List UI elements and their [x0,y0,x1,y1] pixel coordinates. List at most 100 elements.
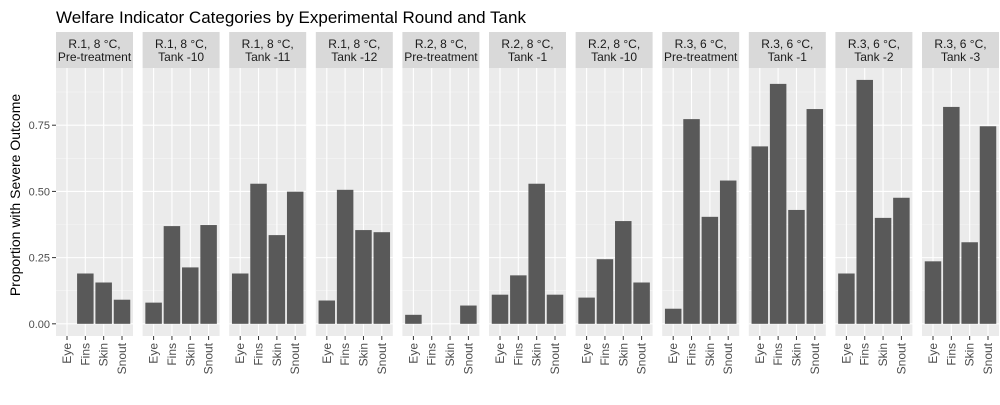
bar-fins [856,79,873,324]
bar-snout [719,180,737,324]
facet-strip-label: R.2, 8 °C, [588,37,640,51]
facet-strip [922,32,999,68]
bar-skin [268,235,286,324]
x-tick-label: Eye [60,343,74,364]
facet-strip [56,32,133,68]
x-tick-label: Skin [963,343,977,366]
bar-skin [528,183,545,324]
x-tick-label: Snout [461,342,475,374]
facet-strip-label: R.1, 8 °C, [328,37,380,51]
bar-snout [633,282,650,324]
facet-strip [575,32,653,68]
x-tick-label: Fins [338,343,352,366]
facet-strip-label: R.2, 8 °C, [415,37,467,51]
facet-strip [229,32,307,68]
bar-skin [355,230,372,324]
facet-strip [402,32,480,68]
bar-eye [838,273,855,324]
facet-strip-label: Pre-treatment [404,50,478,64]
bar-eye [318,300,336,324]
x-tick-label: Skin [270,343,284,366]
bar-skin [95,282,112,324]
x-tick-label: Snout [375,342,389,374]
facet-panel: R.1, 8 °C,Pre-treatment Eye Fins Skin Snout [56,32,133,374]
facet-panel: R.1, 8 °C,Tank -12 Eye Fins Skin Snout [315,32,393,374]
facet-strip-label: Tank -1 [508,50,548,64]
y-tick-label: 0.75 [29,120,50,132]
facet-strip-label: R.3, 6 °C, [761,37,813,51]
facet-strip-label: Tank -3 [941,50,981,64]
bar-snout [113,299,131,324]
x-tick-label: Eye [233,343,247,364]
bar-fins [510,275,527,324]
x-tick-label: Skin [97,343,111,366]
x-tick-label: Snout [635,342,649,374]
bar-skin [874,217,892,324]
x-tick-label: Skin [356,343,370,366]
facet-strip [489,32,566,68]
facet-strip-label: Tank -11 [245,50,290,64]
x-tick-label: Snout [548,342,562,374]
bar-eye [231,273,249,324]
bar-snout [286,191,304,324]
x-tick-label: Eye [493,343,507,364]
x-tick-label: Skin [530,343,544,366]
x-tick-label: Fins [598,343,612,366]
x-tick-label: Fins [771,343,785,366]
x-tick-label: Snout [288,342,302,374]
x-tick-label: Snout [115,342,129,374]
x-tick-label: Skin [876,343,890,366]
bar-fins [250,183,267,324]
facet-panel: R.2, 8 °C,Tank -10 Eye Fins Skin Snout [575,32,653,374]
y-tick-label: 0.00 [29,319,50,331]
x-tick-label: Snout [981,342,995,374]
facet-strip [835,32,913,68]
x-tick-label: Eye [406,343,420,364]
bar-skin [788,209,805,324]
x-tick-label: Fins [944,343,958,366]
y-axis: 0.00 0.25 0.50 0.75 [29,120,56,331]
facet-strip-label: R.3, 6 °C, [934,37,986,51]
x-tick-label: Eye [926,343,940,364]
x-tick-label: Fins [858,343,872,366]
facet-strip-label: Tank -2 [854,50,894,64]
x-tick-label: Snout [202,342,216,374]
facet-panel: R.1, 8 °C,Tank -11 Eye Fins Skin Snout [229,32,307,374]
x-tick-label: Snout [808,342,822,374]
x-tick-label: Snout [894,342,908,374]
x-tick-label: Fins [78,343,92,366]
facet-panel: R.3, 6 °C,Tank -2 Eye Fins Skin Snout [835,32,913,374]
bar-snout [373,232,391,324]
bar-eye [578,297,595,324]
bar-eye [664,308,682,324]
facet-strip-label: Tank -12 [331,50,377,64]
bar-fins [77,273,94,324]
facet-strip-label: R.1, 8 °C, [68,37,120,51]
y-tick-label: 0.50 [29,186,50,198]
bar-snout [546,294,564,324]
x-tick-label: Eye [320,343,334,364]
x-tick-label: Fins [511,343,525,366]
bar-snout [460,305,477,324]
bar-eye [405,314,422,324]
facet-strip-label: Tank -1 [768,50,808,64]
bar-snout [893,197,910,324]
bar-eye [751,146,769,324]
x-tick-label: Skin [703,343,717,366]
facet-strip-label: Pre-treatment [664,50,738,64]
x-tick-label: Eye [580,343,594,364]
bar-eye [145,302,162,324]
bar-fins [596,259,614,324]
x-tick-label: Fins [685,343,699,366]
bar-skin [182,267,199,324]
x-tick-label: Eye [839,343,853,364]
bar-snout [806,109,824,324]
facet-strip-label: R.2, 8 °C, [501,37,553,51]
facet-strip-label: R.3, 6 °C, [675,37,727,51]
facet-strip-label: R.1, 8 °C, [155,37,207,51]
panel-background [402,68,480,336]
bar-snout [200,225,217,324]
facet-strip [315,32,393,68]
